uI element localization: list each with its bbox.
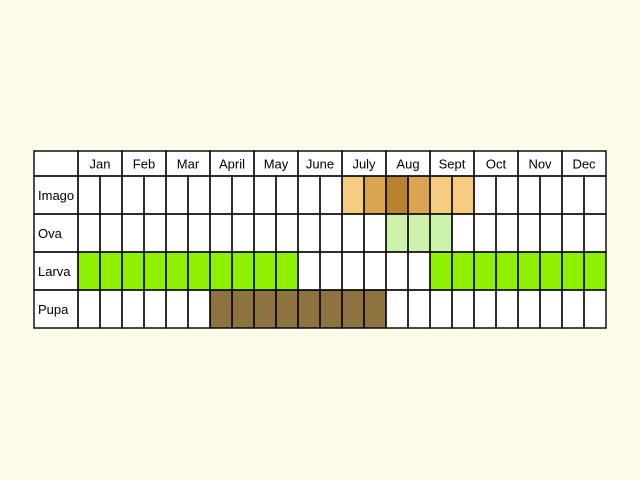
- pupa-fill-segment: [320, 290, 342, 328]
- imago-fill-segment: [452, 176, 474, 214]
- month-label: Nov: [528, 157, 552, 172]
- month-label: Dec: [572, 157, 596, 172]
- pupa-fill-segment: [254, 290, 276, 328]
- larva-fill-segment: [254, 252, 276, 290]
- month-label: July: [352, 157, 376, 172]
- pupa-fill-segment: [298, 290, 320, 328]
- pupa-fill-segment: [232, 290, 254, 328]
- larva-fill-segment: [452, 252, 474, 290]
- month-label: April: [219, 157, 245, 172]
- imago-fill-segment: [364, 176, 386, 214]
- larva-fill-segment: [188, 252, 210, 290]
- month-label: Feb: [133, 157, 155, 172]
- month-label: May: [264, 157, 289, 172]
- month-label: Oct: [486, 157, 507, 172]
- month-label: Aug: [396, 157, 419, 172]
- month-label: Mar: [177, 157, 200, 172]
- imago-fill-segment: [386, 176, 408, 214]
- larva-fill-segment: [210, 252, 232, 290]
- larva-fill-segment: [562, 252, 584, 290]
- larva-fill-segment: [144, 252, 166, 290]
- labels-layer: Jan Feb Mar April May June July Aug Sept Oct Nov De…: [38, 157, 596, 318]
- larva-fill-segment: [100, 252, 122, 290]
- larva-fill-segment: [276, 252, 298, 290]
- larva-fill-segment: [474, 252, 496, 290]
- larva-fill-segment: [496, 252, 518, 290]
- larva-fill-segment: [584, 252, 606, 290]
- imago-fill-segment: [342, 176, 364, 214]
- imago-fill-segment: [430, 176, 452, 214]
- month-label: June: [306, 157, 334, 172]
- stage-label-larva: Larva: [38, 264, 71, 279]
- larva-fill-segment: [518, 252, 540, 290]
- larva-fill-segment: [166, 252, 188, 290]
- pupa-fill-segment: [210, 290, 232, 328]
- pupa-fill-segment: [342, 290, 364, 328]
- pupa-fill-segment: [276, 290, 298, 328]
- larva-fill-segment: [430, 252, 452, 290]
- larva-fill-segment: [232, 252, 254, 290]
- stage-label-pupa: Pupa: [38, 302, 69, 317]
- larva-fill-segment: [540, 252, 562, 290]
- pupa-segment-cell: [583, 289, 607, 329]
- stage-label-imago: Imago: [38, 188, 74, 203]
- imago-fill-segment: [408, 176, 430, 214]
- grid-layer: [33, 150, 607, 329]
- ova-fill-segment: [386, 214, 408, 252]
- month-label: Sept: [439, 157, 466, 172]
- larva-fill-segment: [78, 252, 100, 290]
- pupa-fill-segment: [364, 290, 386, 328]
- larva-fill-segment: [122, 252, 144, 290]
- stage-label-ova: Ova: [38, 226, 63, 241]
- ova-fill-segment: [430, 214, 452, 252]
- ova-fill-segment: [408, 214, 430, 252]
- month-label: Jan: [90, 157, 111, 172]
